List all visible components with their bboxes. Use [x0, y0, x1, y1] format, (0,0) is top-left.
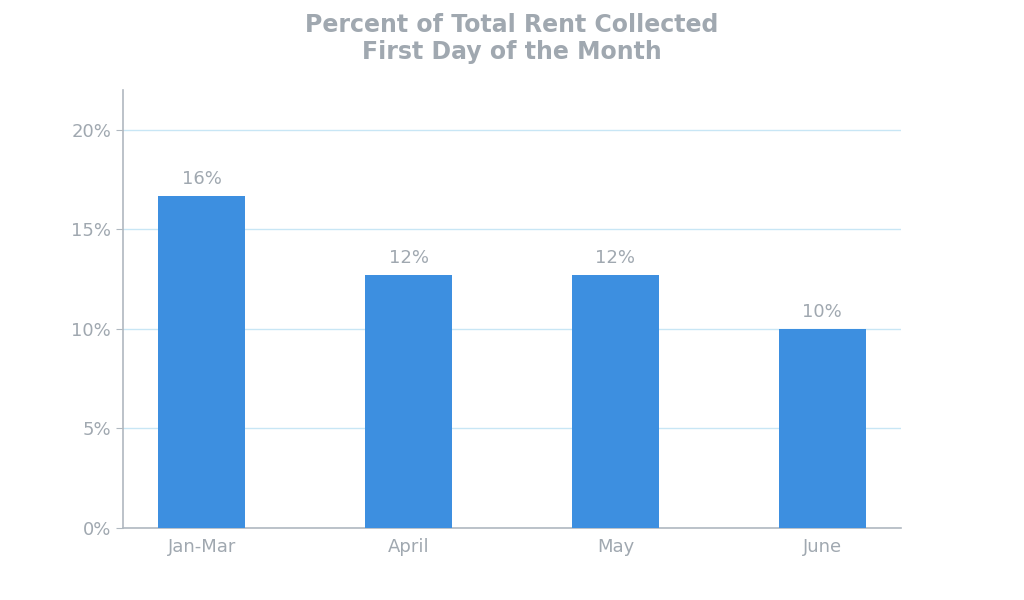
- Bar: [572, 275, 658, 528]
- Title: Percent of Total Rent Collected
First Day of the Month: Percent of Total Rent Collected First Da…: [305, 13, 719, 64]
- Bar: [366, 275, 452, 528]
- Text: 16%: 16%: [181, 170, 221, 188]
- Bar: [159, 196, 245, 528]
- Text: 10%: 10%: [803, 303, 842, 321]
- Text: 12%: 12%: [388, 249, 429, 267]
- Text: 12%: 12%: [595, 249, 636, 267]
- Bar: [779, 329, 865, 528]
